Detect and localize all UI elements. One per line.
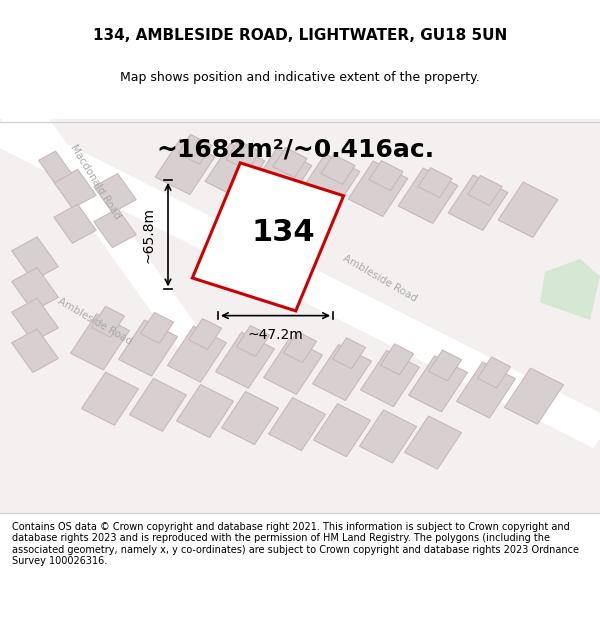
Bar — [448, 175, 508, 231]
Bar — [11, 298, 58, 342]
Bar — [273, 148, 307, 178]
Bar — [119, 320, 178, 376]
Bar — [11, 329, 58, 372]
Bar — [300, 154, 360, 209]
Bar — [321, 154, 355, 184]
Bar — [0, 113, 600, 448]
Bar — [428, 350, 461, 381]
Text: Map shows position and indicative extent of the property.: Map shows position and indicative extent… — [120, 71, 480, 84]
Bar — [236, 326, 269, 356]
Polygon shape — [540, 259, 600, 320]
Polygon shape — [193, 163, 344, 311]
Bar — [226, 141, 260, 171]
Text: Macdonald Road: Macdonald Road — [68, 142, 122, 221]
Bar — [205, 144, 265, 199]
Bar — [404, 416, 461, 469]
Bar — [94, 209, 136, 248]
Text: ~65.8m: ~65.8m — [142, 207, 156, 262]
Bar — [215, 332, 274, 388]
Bar — [221, 391, 278, 444]
Bar — [283, 332, 317, 362]
Bar — [369, 161, 403, 191]
Bar — [176, 384, 233, 438]
Text: Ambleside Road: Ambleside Road — [56, 296, 134, 347]
Bar — [468, 176, 502, 206]
Bar — [71, 314, 130, 370]
Bar — [54, 169, 96, 208]
Bar — [38, 151, 71, 182]
Text: Ambleside Road: Ambleside Road — [341, 253, 419, 303]
Bar — [348, 161, 408, 216]
Text: ~47.2m: ~47.2m — [248, 328, 304, 342]
Bar — [361, 351, 419, 407]
Text: Contains OS data © Crown copyright and database right 2021. This information is : Contains OS data © Crown copyright and d… — [12, 521, 579, 566]
Bar — [478, 357, 511, 388]
Bar — [498, 182, 558, 238]
Text: 134, AMBLESIDE ROAD, LIGHTWATER, GU18 5UN: 134, AMBLESIDE ROAD, LIGHTWATER, GU18 5U… — [93, 28, 507, 43]
Bar — [11, 268, 58, 311]
Text: ~1682m²/~0.416ac.: ~1682m²/~0.416ac. — [156, 138, 434, 161]
Bar — [130, 378, 187, 431]
Bar — [54, 204, 96, 243]
Bar — [313, 344, 371, 401]
Bar — [167, 326, 226, 382]
Bar — [140, 312, 173, 343]
Bar — [178, 134, 212, 164]
Bar — [314, 404, 370, 457]
Bar — [418, 168, 452, 198]
Bar — [252, 148, 312, 203]
Bar — [269, 398, 325, 451]
Bar — [457, 362, 515, 418]
Bar — [94, 174, 136, 213]
Bar — [11, 237, 58, 281]
Bar — [91, 306, 125, 337]
Bar — [505, 368, 563, 424]
Bar — [0, 78, 205, 352]
Bar — [82, 372, 139, 425]
Bar — [332, 338, 365, 369]
Bar — [263, 338, 322, 394]
Text: 134: 134 — [251, 218, 315, 247]
Bar — [155, 139, 215, 194]
Bar — [409, 356, 467, 412]
Bar — [398, 168, 458, 224]
Bar — [188, 319, 221, 349]
Bar — [359, 410, 416, 463]
Bar — [380, 344, 413, 375]
